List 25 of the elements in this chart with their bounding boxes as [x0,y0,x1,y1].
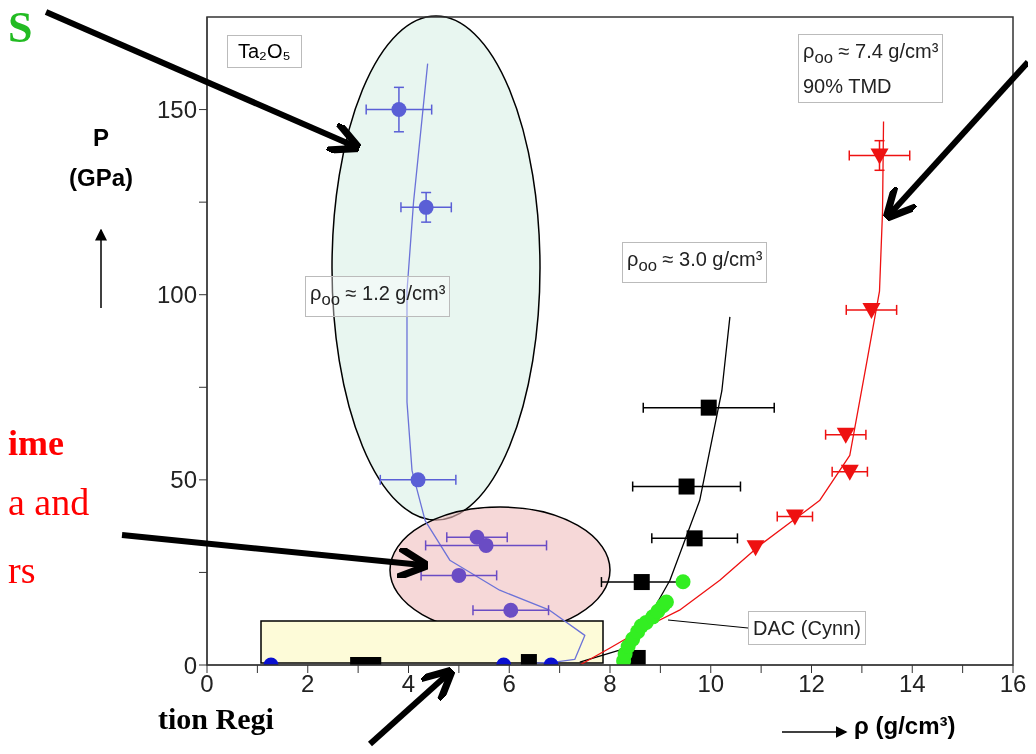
text: rs [8,548,36,592]
annotation: ρ$_{oo}$ ≈ 7.4 g/cm³ 90% TMD [798,34,944,103]
y-tick-label: 0 [183,651,197,679]
y-tick-label: 100 [156,281,197,309]
x-tick-label: 16 [999,670,1027,698]
x-axis-title: ρ (g/cm³) [854,712,956,740]
text: S [8,7,33,53]
text: tion Regi [158,702,274,736]
x-tick-label: 8 [603,670,617,698]
annotation: ρ$_{oo}$ ≈ 1.2 g/cm³ [305,276,451,317]
x-tick-label: 12 [798,670,825,698]
text: a and [8,480,90,524]
annotation: DAC (Cynn) [748,611,866,645]
text: ime [8,422,64,464]
x-tick-label: 2 [301,670,315,698]
x-tick-label: 0 [200,670,214,698]
x-tick-label: 6 [502,670,516,698]
annotation: Ta₂O₅ [227,35,302,68]
annotation: ρ$_{oo}$ ≈ 3.0 g/cm³ [622,242,768,283]
y-tick-label: 150 [156,96,197,124]
x-tick-label: 10 [697,670,725,698]
x-tick-label: 14 [898,670,926,698]
y-axis-title: P (GPa) [68,123,134,193]
x-tick-label: 4 [401,670,416,698]
y-tick-label: 50 [170,466,197,494]
